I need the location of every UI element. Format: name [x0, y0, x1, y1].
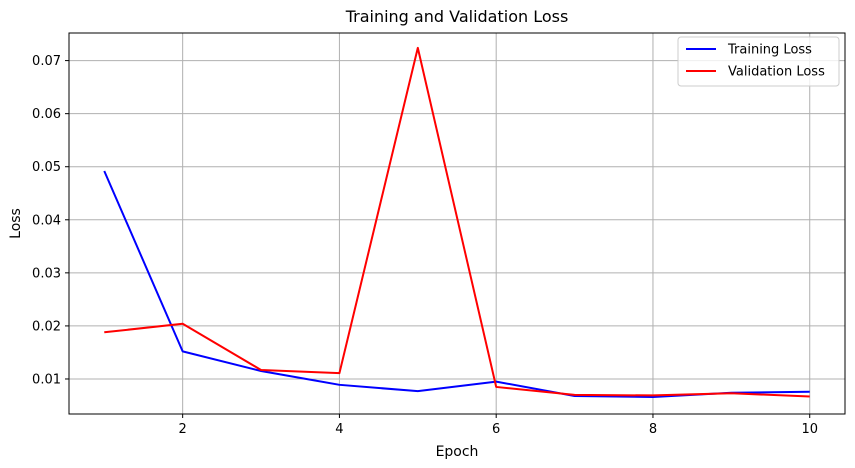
y-tick-label: 0.01 — [32, 372, 61, 387]
chart-title: Training and Validation Loss — [345, 7, 569, 26]
y-tick-label: 0.02 — [32, 319, 61, 334]
axes-frame — [68, 32, 846, 415]
y-axis-label: Loss — [8, 208, 24, 239]
ticks: 2 4 6 8 10 0.01 0.02 0.03 0.04 0.05 0.06 0.07 — [32, 54, 818, 437]
x-tick-label: 2 — [179, 422, 187, 437]
legend: Training Loss Validation Loss — [677, 36, 840, 87]
y-tick-label: 0.07 — [32, 54, 61, 69]
x-axis-label: Epoch — [436, 444, 479, 460]
y-tick-label: 0.06 — [32, 107, 61, 122]
y-tick-label: 0.03 — [32, 266, 61, 281]
y-tick-label: 0.04 — [32, 213, 61, 228]
y-tick-label: 0.05 — [32, 160, 61, 175]
x-tick-label: 8 — [649, 422, 657, 437]
x-tick-label: 6 — [492, 422, 500, 437]
x-tick-label: 4 — [335, 422, 343, 437]
x-tick-label: 10 — [801, 422, 818, 437]
legend-label-training-loss: Training Loss — [727, 43, 812, 58]
series-group — [103, 46, 810, 399]
series-line-validation-loss — [104, 46, 810, 398]
legend-box — [677, 36, 840, 87]
grid — [69, 33, 845, 414]
legend-label-validation-loss: Validation Loss — [728, 65, 825, 80]
